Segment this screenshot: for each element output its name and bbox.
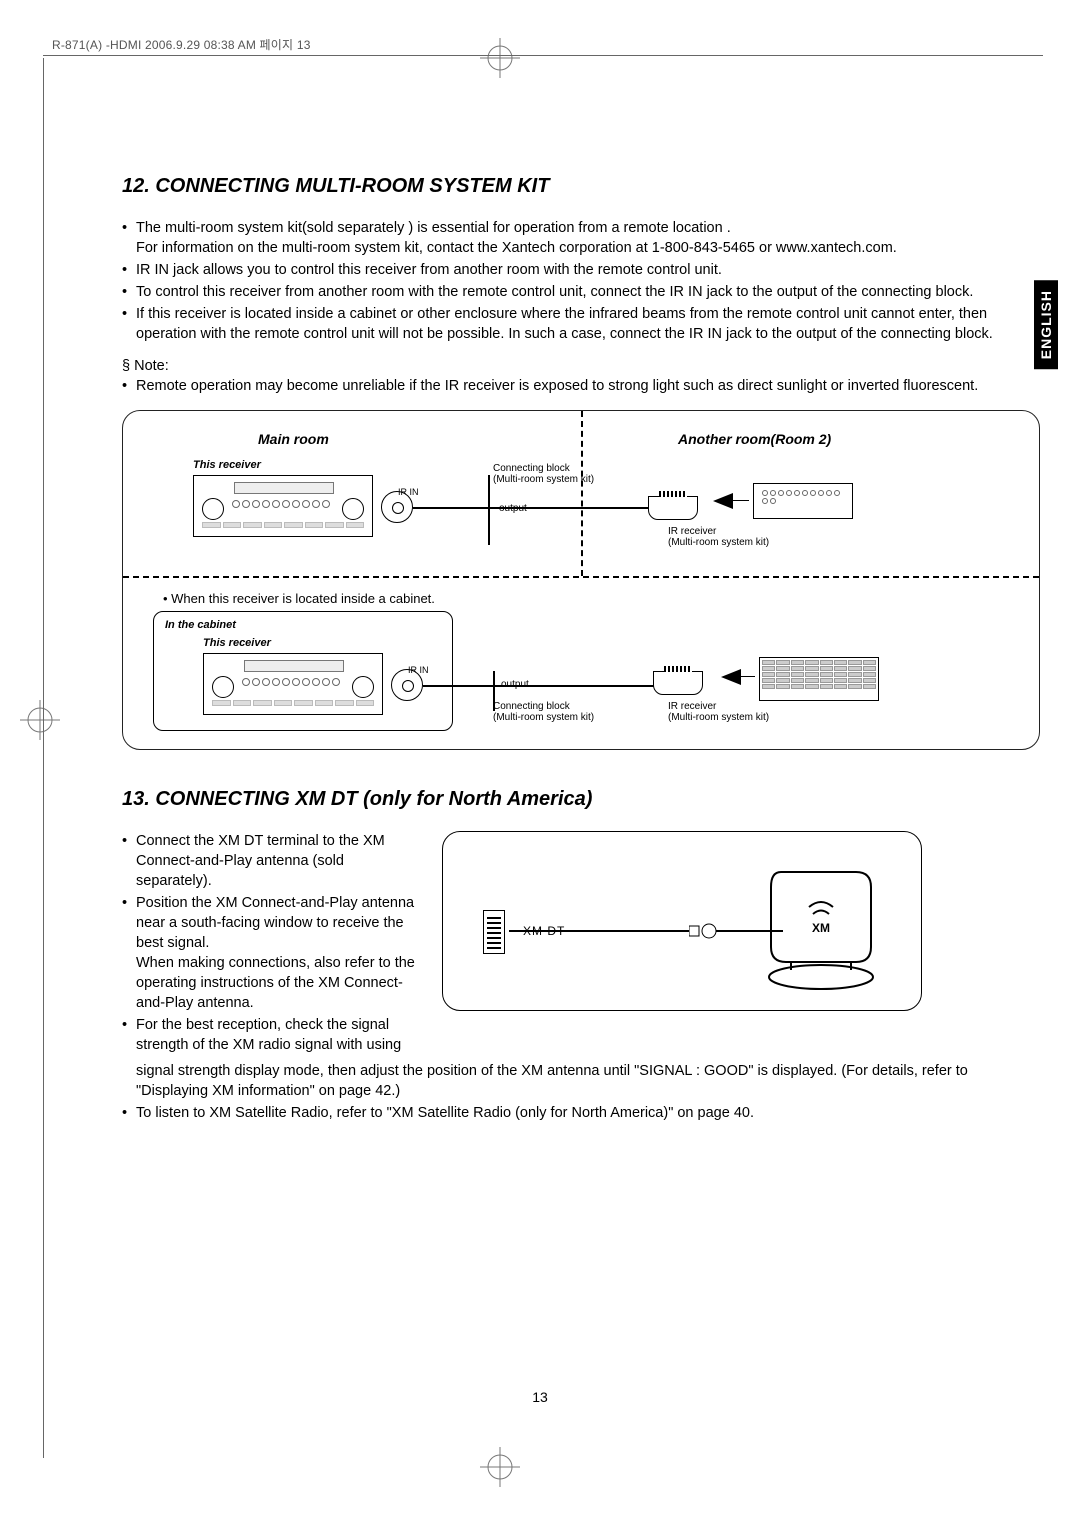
output-label: output — [499, 503, 527, 514]
this-receiver-label-2: This receiver — [203, 637, 271, 649]
connecting-block-label-2: Connecting block — [493, 701, 570, 712]
xm-diagram: XM DT XM — [442, 831, 922, 1011]
connecting-block-label: Connecting block — [493, 463, 570, 474]
header-rule — [43, 55, 1043, 56]
bullet-text: To control this receiver from another ro… — [136, 282, 1042, 302]
bullet-text: IR IN jack allows you to control this re… — [136, 260, 1042, 280]
bullet-text: To listen to XM Satellite Radio, refer t… — [136, 1103, 1042, 1123]
another-room-label: Another room(Room 2) — [678, 431, 831, 447]
wire — [723, 930, 783, 932]
ir-receiver-icon — [648, 496, 698, 520]
bullet-text: signal strength display mode, then adjus… — [136, 1061, 1042, 1101]
note-label: § Note: — [122, 358, 1042, 374]
bullet-text: The multi-room system kit(sold separatel… — [136, 218, 1042, 258]
remote-control-icon — [753, 483, 853, 519]
section-12-bullets: •The multi-room system kit(sold separate… — [122, 218, 1042, 344]
crop-mark-top — [480, 38, 520, 78]
main-room-label: Main room — [258, 431, 329, 447]
note-bullets: •Remote operation may become unreliable … — [122, 376, 1042, 396]
wire — [413, 507, 488, 509]
ir-in-tiny-2: IR IN — [408, 665, 429, 675]
multi-room-kit-label-4: (Multi-room system kit) — [668, 712, 769, 723]
wire — [488, 475, 490, 545]
xm-antenna-icon: XM — [761, 862, 881, 992]
room-divider — [581, 411, 583, 576]
this-receiver-label-1: This receiver — [193, 459, 261, 471]
note-text: Remote operation may become unreliable i… — [136, 376, 1042, 396]
arrow-icon-2 — [721, 669, 741, 685]
multi-room-kit-label-3: (Multi-room system kit) — [493, 712, 594, 723]
multi-room-diagram: Main room Another room(Room 2) This rece… — [122, 410, 1040, 750]
bullet-text: Connect the XM DT terminal to the XM Con… — [136, 831, 422, 891]
ir-receiver-label: IR receiver — [668, 526, 716, 537]
section-13-left-bullets: •Connect the XM DT terminal to the XM Co… — [122, 831, 422, 1057]
xm-logo-text: XM — [812, 921, 830, 935]
ir-in-tiny: IR IN — [398, 487, 419, 497]
section-13-title: 13. CONNECTING XM DT (only for North Ame… — [122, 788, 1042, 811]
wire — [733, 500, 749, 501]
cabinet-note: • When this receiver is located inside a… — [163, 591, 435, 606]
left-rule — [43, 58, 44, 1458]
receiver-graphic — [193, 475, 373, 537]
xm-plug-icon — [689, 922, 723, 940]
page-number: 13 — [0, 1389, 1080, 1405]
xm-dt-label: XM DT — [523, 924, 565, 938]
in-cabinet-label: In the cabinet — [165, 619, 236, 631]
arrow-icon — [713, 493, 733, 509]
crop-mark-left — [20, 700, 60, 740]
output-label-2: output — [501, 679, 529, 690]
doc-stamp: R-871(A) -HDMI 2006.9.29 08:38 AM 페이지 13 — [52, 36, 311, 53]
remote-control-complex-icon — [759, 657, 879, 701]
multi-room-kit-label-2: (Multi-room system kit) — [668, 537, 769, 548]
multi-room-kit-label: (Multi-room system kit) — [493, 474, 594, 485]
section-divider — [123, 576, 1039, 578]
wire — [423, 685, 493, 687]
ir-receiver-icon-2 — [653, 671, 703, 695]
receiver-graphic-2 — [203, 653, 383, 715]
section-13-full-bullets: signal strength display mode, then adjus… — [122, 1061, 1042, 1123]
section-12-title: 12. CONNECTING MULTI-ROOM SYSTEM KIT — [122, 175, 1042, 198]
bullet-text: If this receiver is located inside a cab… — [136, 304, 1042, 344]
ir-receiver-label-2: IR receiver — [668, 701, 716, 712]
bullet-text: For the best reception, check the signal… — [136, 1015, 422, 1055]
wire — [741, 676, 755, 677]
xm-port-icon — [483, 910, 505, 954]
bullet-text: Position the XM Connect-and-Play antenna… — [136, 893, 422, 1013]
crop-mark-bottom — [480, 1447, 520, 1487]
